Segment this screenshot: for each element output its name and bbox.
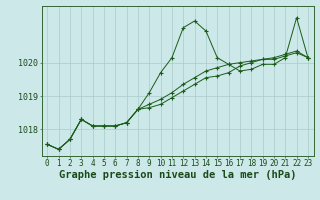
X-axis label: Graphe pression niveau de la mer (hPa): Graphe pression niveau de la mer (hPa) xyxy=(59,170,296,180)
